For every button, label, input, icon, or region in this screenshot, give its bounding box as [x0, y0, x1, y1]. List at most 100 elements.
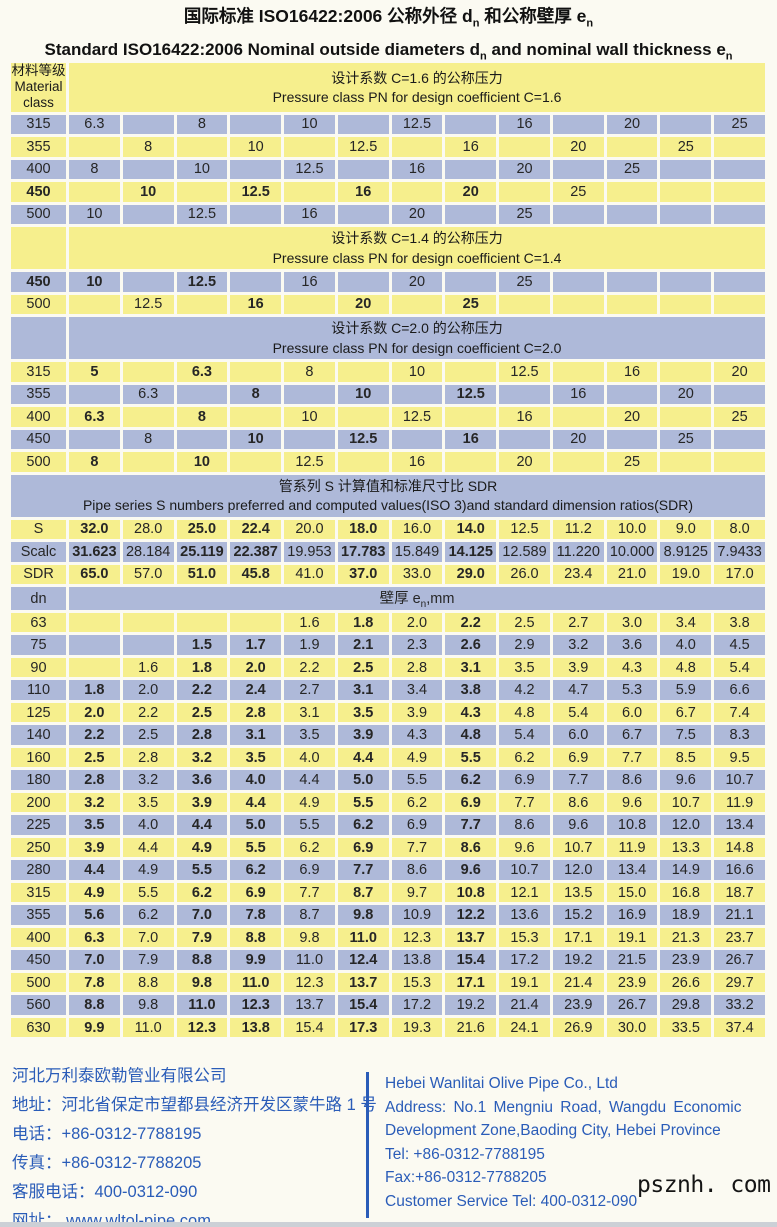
value-cell: 12.5 — [176, 204, 228, 225]
row-label: 125 — [11, 702, 66, 723]
value-cell: 3.5 — [284, 725, 335, 745]
value-cell: 19.2 — [445, 995, 497, 1015]
value-cell: 2.1 — [337, 635, 389, 655]
value-cell: 8.8 — [69, 995, 120, 1015]
value-cell: 10 — [284, 114, 335, 135]
empty-cell — [606, 137, 658, 157]
value-cell: 5.5 — [176, 860, 228, 880]
row-label: 90 — [11, 657, 66, 678]
scan-edge — [0, 1222, 777, 1227]
value-cell: 2.5 — [122, 725, 174, 745]
row-label: 450 — [11, 429, 66, 450]
empty-cell — [714, 204, 765, 225]
value-cell: 10.8 — [445, 882, 497, 903]
value-cell: 5.5 — [337, 792, 389, 813]
value-cell: 9.8 — [284, 927, 335, 948]
value-cell: 12.3 — [391, 927, 443, 948]
empty-cell — [122, 452, 174, 472]
value-cell: 6.9 — [337, 837, 389, 858]
wall-thickness-header-cell: 壁厚 en,mm — [69, 587, 765, 610]
table-row: 450 8 10 12.5 16 20 25 — [11, 429, 765, 450]
value-cell: 16 — [230, 294, 282, 315]
empty-cell — [660, 272, 712, 292]
value-cell: 2.0 — [230, 657, 282, 678]
value-cell: 9.7 — [391, 882, 443, 903]
empty-cell — [337, 204, 389, 225]
value-cell: 4.8 — [445, 725, 497, 745]
empty-cell — [660, 362, 712, 382]
value-cell: 4.8 — [660, 657, 712, 678]
address-en-line2: Development Zone,Baoding City, Hebei Pro… — [385, 1122, 721, 1139]
empty-cell — [552, 294, 604, 315]
value-cell: 12.4 — [337, 950, 389, 970]
value-cell: 3.1 — [445, 657, 497, 678]
section-header-cell: 管系列 S 计算值和标准尺寸比 SDR Pipe series S numbers… — [11, 474, 765, 517]
value-cell: 18.9 — [660, 905, 712, 925]
value-cell: 16 — [499, 114, 550, 135]
value-cell: 13.7 — [284, 995, 335, 1015]
section-header-en: Pressure class PN for design coefficient… — [272, 88, 562, 105]
empty-cell — [445, 114, 497, 135]
value-cell: 12.3 — [176, 1017, 228, 1038]
table-row: 125 2.0 2.2 2.5 2.8 3.1 3.5 3.9 4.3 4.8 5.4 6.0 6.7 7… — [11, 702, 765, 723]
value-cell: 3.5 — [122, 792, 174, 813]
value-cell: 4.4 — [230, 792, 282, 813]
address-cn: 地址：河北省保定市望都县经济开发区蒙牛路 1 号 — [12, 1096, 377, 1114]
value-cell: 4.2 — [499, 680, 550, 700]
page-title-en: Standard ISO16422:2006 Nominal outside d… — [0, 37, 777, 69]
value-cell: 3.5 — [69, 815, 120, 835]
row-label: 250 — [11, 837, 66, 858]
value-cell: 6.2 — [445, 770, 497, 790]
value-cell: 25 — [499, 272, 550, 292]
value-cell: 3.2 — [122, 770, 174, 790]
table-row: 500 8 10 12.5 16 20 25 — [11, 452, 765, 472]
value-cell: 13.5 — [552, 882, 604, 903]
empty-cell — [230, 452, 282, 472]
empty-cell — [230, 204, 282, 225]
table-row: 500 10 12.5 16 20 25 — [11, 204, 765, 225]
empty-cell — [499, 429, 550, 450]
value-cell: 6.9 — [445, 792, 497, 813]
empty-cell — [714, 272, 765, 292]
empty-cell — [660, 159, 712, 180]
wall-header-row: dn 壁厚 en,mm — [11, 587, 765, 610]
table-row: 63 1.6 1.8 2.0 2.2 2.5 2.7 3.0 3.4 3.8 — [11, 612, 765, 633]
footer-divider — [366, 1072, 369, 1218]
value-cell: 6.2 — [391, 792, 443, 813]
value-cell: 26.7 — [714, 950, 765, 970]
value-cell: 8.6 — [391, 860, 443, 880]
value-cell: 8.0 — [714, 519, 765, 540]
value-cell: 25 — [606, 159, 658, 180]
value-cell: 5.5 — [230, 837, 282, 858]
value-cell: 13.8 — [391, 950, 443, 970]
value-cell: 14.9 — [660, 860, 712, 880]
table-row: 180 2.8 3.2 3.6 4.0 4.4 5.0 5.5 6.2 6.9 7.7 8.6 9.6 1… — [11, 770, 765, 790]
empty-cell — [714, 159, 765, 180]
title-cn-mid: 和公称壁厚 e — [479, 6, 587, 26]
value-cell: 5.4 — [714, 657, 765, 678]
value-cell: 1.6 — [284, 612, 335, 633]
value-cell: 10.9 — [391, 905, 443, 925]
value-cell: 9.8 — [176, 972, 228, 993]
value-cell: 6.9 — [284, 860, 335, 880]
table-row: 450 10 12.5 16 20 25 — [11, 272, 765, 292]
empty-cell — [122, 272, 174, 292]
empty-cell — [660, 407, 712, 427]
value-cell: 16 — [445, 429, 497, 450]
value-cell: 20 — [391, 272, 443, 292]
value-cell: 25 — [714, 114, 765, 135]
value-cell: 2.2 — [445, 612, 497, 633]
value-cell: 15.0 — [606, 882, 658, 903]
value-cell: 3.1 — [337, 680, 389, 700]
empty-cell — [69, 429, 120, 450]
value-cell: 8.3 — [714, 725, 765, 745]
value-cell: 3.5 — [499, 657, 550, 678]
value-cell: 14.0 — [445, 519, 497, 540]
empty-cell — [176, 182, 228, 202]
title-cn-sub-dn: n — [472, 17, 480, 30]
value-cell: 6.3 — [176, 362, 228, 382]
value-cell: 65.0 — [69, 564, 120, 585]
company-name-en: Hebei Wanlitai Olive Pipe Co., Ltd — [385, 1075, 618, 1092]
value-cell: 37.0 — [337, 564, 389, 585]
empty-cell — [69, 294, 120, 315]
